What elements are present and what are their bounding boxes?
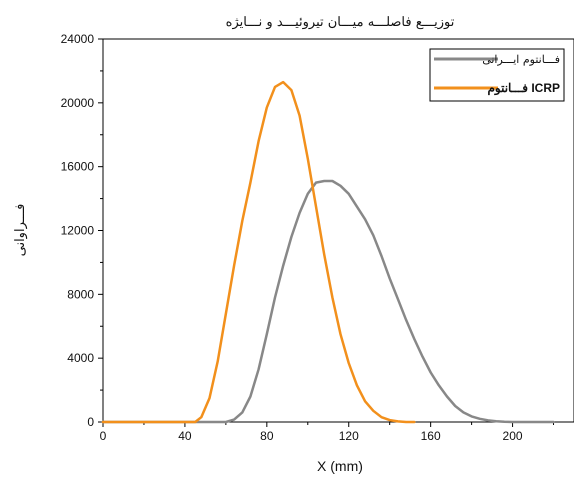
- y-axis-label: فـــراوانی: [13, 204, 28, 257]
- y-tick-label: 20000: [61, 96, 95, 110]
- x-tick-label: 200: [503, 429, 523, 443]
- x-tick-label: 40: [178, 429, 192, 443]
- series-line-iranian: [101, 179, 555, 424]
- y-tick-label: 8000: [67, 287, 94, 301]
- y-axis: 0 4000 8000 12000 16000 20000 24000: [61, 32, 103, 429]
- x-axis: 0 40 80 120 160 200: [100, 422, 555, 443]
- chart-title: توزیـــع فاصلـــه میـــان تیروئیـــد و ن…: [226, 15, 455, 30]
- y-tick-label: 4000: [67, 351, 94, 365]
- legend-label-iranian: فـــانتوم ایـــرانی: [482, 53, 560, 66]
- x-tick-label: 160: [421, 429, 441, 443]
- x-axis-label: X (mm): [317, 458, 363, 474]
- x-tick-label: 120: [339, 429, 359, 443]
- legend: فـــانتوم ایـــرانی فـــانتوم ICRP: [429, 48, 565, 102]
- legend-label-icrp: فـــانتوم ICRP: [487, 81, 560, 96]
- y-tick-label: 24000: [61, 32, 95, 46]
- y-tick-label: 12000: [61, 224, 95, 238]
- series-layer: [101, 80, 555, 424]
- x-tick-label: 0: [100, 429, 107, 443]
- y-tick-label: 0: [87, 415, 94, 429]
- x-tick-label: 80: [260, 429, 274, 443]
- y-tick-label: 16000: [61, 160, 95, 174]
- series-line-icrp: [101, 80, 416, 424]
